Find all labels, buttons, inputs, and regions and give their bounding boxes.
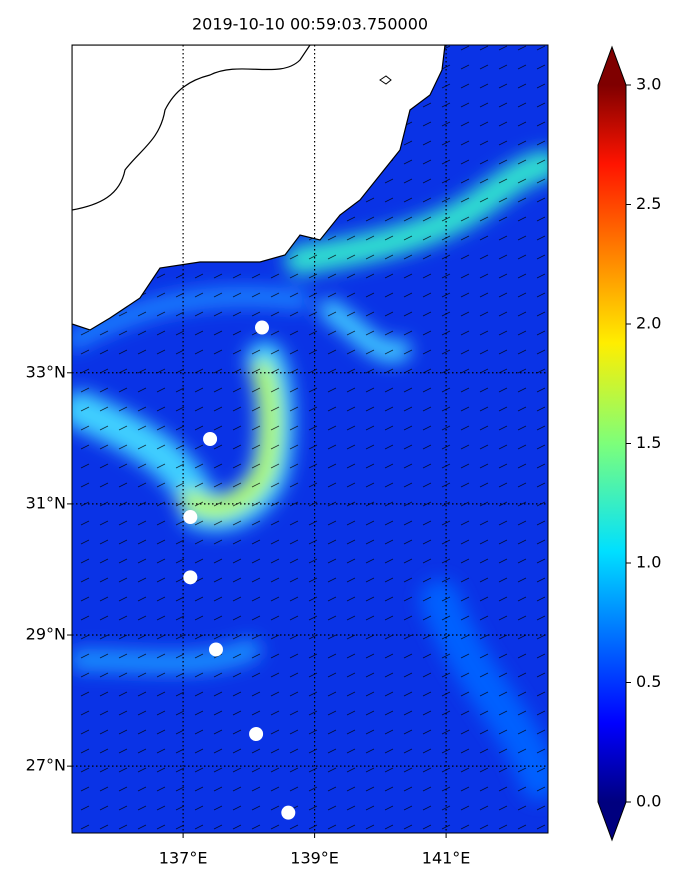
map-title: 2019-10-10 00:59:03.750000 [192,15,428,34]
colorbar-tick-label: 1.0 [636,553,661,572]
colorbar-extend-min [598,802,626,840]
station-point [281,805,296,820]
map-frame [71,44,549,834]
colorbar-tick-label: 3.0 [636,75,661,94]
station-point [183,510,198,525]
colorbar-extend-max [598,47,626,85]
y-tick-label: 29°N [26,625,66,644]
x-tick-label: 137°E [159,849,208,868]
station-point [249,727,264,742]
colorbar-tick-label: 1.5 [636,433,661,452]
colorbar-tick-label: 2.0 [636,314,661,333]
y-tick-label: 27°N [26,756,66,775]
colorbar-tick-label: 2.5 [636,194,661,213]
x-tick-label: 141°E [422,849,471,868]
station-point [255,320,270,335]
station-point [183,570,198,585]
colorbar-tick-label: 0.5 [636,672,661,691]
y-tick-label: 33°N [26,362,66,381]
colorbar [598,85,626,802]
y-tick-label: 31°N [26,493,66,512]
map-field [72,45,548,833]
station-point [208,642,223,657]
x-tick-label: 139°E [290,849,339,868]
colorbar-tick-label: 0.0 [636,792,661,811]
station-point [203,432,218,446]
